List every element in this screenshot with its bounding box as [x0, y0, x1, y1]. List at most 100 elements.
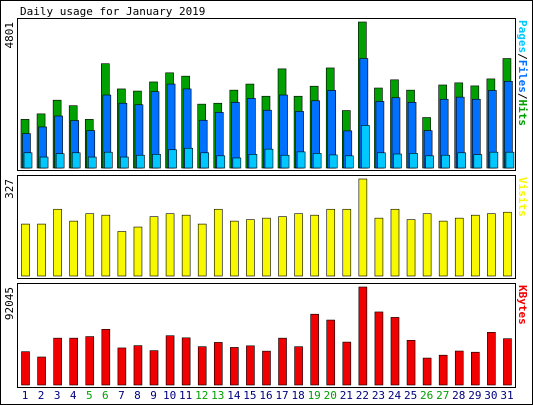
visits-bar	[390, 208, 400, 277]
pages-bar	[120, 156, 129, 169]
kbytes-bar	[326, 319, 336, 386]
panel-kbytes: 92045 KBytes	[3, 283, 529, 388]
visits-bar	[133, 226, 143, 277]
day-label: 23	[372, 389, 385, 402]
kbytes-bar	[37, 356, 46, 386]
pages-bar	[264, 148, 274, 169]
pages-bar	[473, 154, 483, 169]
kbytes-bar	[85, 336, 95, 386]
pages-bar	[104, 151, 113, 169]
visits-bar	[487, 213, 496, 277]
day-label: 4	[70, 389, 77, 402]
visits-bar	[454, 217, 464, 277]
kbytes-bar	[278, 337, 287, 386]
kbytes-bar	[21, 351, 30, 386]
day-label: 30	[484, 389, 497, 402]
pages-bar	[344, 155, 354, 169]
visits-bar	[342, 208, 352, 277]
visits-bar	[37, 223, 46, 277]
right-label-part: Files	[516, 60, 529, 93]
pages-bar	[312, 153, 322, 169]
right-axis-label: Visits	[516, 177, 529, 217]
visits-bar	[165, 213, 175, 277]
pages-bar	[232, 157, 242, 169]
day-label: 27	[436, 389, 449, 402]
pages-bar	[361, 125, 370, 169]
day-label: 29	[468, 389, 481, 402]
kbytes-bar	[69, 337, 78, 386]
visits-bar	[294, 213, 303, 277]
kbytes-bar	[342, 341, 352, 386]
visits-bar	[117, 231, 127, 277]
day-label: 17	[275, 389, 288, 402]
day-label: 19	[308, 389, 321, 402]
visits-bar	[406, 219, 416, 277]
pages-bar	[87, 156, 97, 169]
day-label: 7	[118, 389, 125, 402]
kbytes-bar	[454, 350, 464, 386]
day-label: 2	[38, 389, 45, 402]
visits-bar	[246, 219, 255, 277]
visits-bar	[471, 214, 480, 277]
pages-bar	[280, 154, 290, 169]
day-label: 31	[500, 389, 513, 402]
x-axis-labels: 1 2 3 4 5 6 7 8 9 10 11 12 13 14 15 16 17 18 19 20 21 22 23 24 2…	[22, 389, 514, 402]
kbytes-bar	[101, 329, 111, 386]
visits-bar	[53, 208, 62, 277]
day-label: 20	[324, 389, 337, 402]
day-label: 15	[243, 389, 256, 402]
kbytes-bar	[374, 311, 384, 386]
visits-bar	[21, 223, 30, 277]
right-label-part: Hits	[516, 100, 529, 127]
right-label-part: /	[516, 53, 529, 60]
day-label: 5	[86, 389, 93, 402]
visits-bar	[101, 214, 111, 277]
visits-bar	[69, 220, 78, 277]
kbytes-bar	[390, 317, 400, 386]
kbytes-bar	[503, 338, 512, 386]
chart-title: Daily usage for January 2019	[20, 5, 205, 18]
panel-hits-files-pages: 4801 Pages/Files/Hits	[3, 18, 529, 171]
kbytes-bar	[262, 350, 271, 386]
day-label: 12	[195, 389, 208, 402]
pages-bar	[457, 152, 467, 169]
kbytes-bar	[310, 313, 319, 386]
visits-bar	[503, 211, 512, 277]
kbytes-bar	[133, 345, 143, 386]
kbytes-bar	[230, 347, 239, 386]
pages-bar	[489, 151, 499, 169]
kbytes-bar	[53, 337, 62, 386]
kbytes-bar	[406, 339, 416, 386]
kbytes-bar	[149, 350, 159, 386]
kbytes-bar	[117, 347, 127, 386]
day-label: 8	[134, 389, 141, 402]
day-label: 24	[388, 389, 402, 402]
kbytes-bar	[197, 346, 207, 386]
pages-bar	[184, 147, 193, 169]
visits-bar	[278, 216, 287, 277]
y-max-label: 4801	[3, 22, 16, 49]
visits-bar	[358, 178, 368, 277]
right-axis-label: Pages/Files/Hits	[516, 20, 529, 126]
kbytes-bar	[181, 337, 191, 386]
pages-bar	[39, 156, 49, 169]
pages-bar	[23, 152, 33, 169]
visits-bar	[181, 214, 191, 277]
day-label: 26	[420, 389, 433, 402]
visits-bar	[310, 214, 319, 277]
day-label: 21	[340, 389, 353, 402]
day-label: 13	[211, 389, 224, 402]
pages-bar	[441, 154, 450, 169]
kbytes-bar	[487, 331, 496, 386]
kbytes-bar	[358, 286, 368, 386]
pages-bar	[328, 154, 338, 169]
pages-bar	[409, 153, 418, 169]
kbytes-bar	[471, 351, 480, 386]
kbytes-bar	[165, 335, 175, 386]
visits-bar	[230, 220, 239, 277]
right-label-part: Pages	[516, 20, 529, 53]
pages-bar	[505, 151, 515, 169]
day-label: 3	[54, 389, 61, 402]
y-max-label: 327	[3, 179, 16, 199]
pages-bar	[216, 155, 226, 169]
